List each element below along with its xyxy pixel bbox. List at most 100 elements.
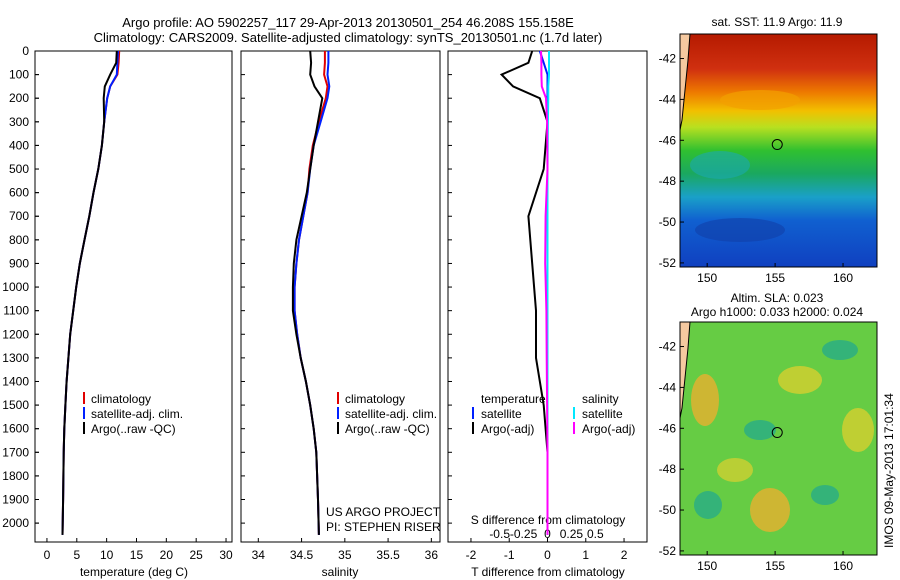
- x-tick-label: 1: [582, 548, 589, 562]
- series-line-t-argo-adj-: [499, 50, 549, 535]
- map-x-tick-label: 150: [697, 559, 717, 573]
- x-tick-label: 20: [160, 548, 174, 562]
- difference-s-axis: -0.5 -0.25 0 0.25 0.5: [489, 527, 604, 541]
- depth-tick-label: 1000: [2, 280, 29, 294]
- t-difference-axis-label: T difference from climatology: [471, 565, 625, 579]
- sla-map-axes: 150 155 160 -42 -44 -46 -48 -50 -52: [659, 340, 854, 573]
- depth-tick-label: 1800: [2, 469, 29, 483]
- salinity-series: [291, 50, 331, 535]
- sla-high-patch: [778, 366, 822, 394]
- map-y-tick-label: -44: [659, 380, 677, 394]
- series-line-argo-raw-qc-: [291, 50, 324, 535]
- x-tick-label: 15: [130, 548, 144, 562]
- legend-label-satellite: satellite-adj. clim.: [91, 407, 183, 421]
- temperature-plot-frame: [34, 50, 233, 543]
- map-y-tick-label: -46: [659, 133, 677, 147]
- sst-cold-patch: [695, 218, 785, 242]
- legend-title-temperature: temperature: [481, 392, 546, 406]
- x-tick-label: 25: [190, 548, 204, 562]
- s-x-tick-label: 0.25: [560, 527, 584, 541]
- sla-high-patch: [842, 408, 874, 452]
- map-y-tick-label: -48: [659, 462, 677, 476]
- depth-tick-label: 800: [9, 233, 29, 247]
- map-x-tick-label: 160: [833, 559, 853, 573]
- figure-title-line1: Argo profile: AO 5902257_117 29-Apr-2013…: [122, 15, 574, 30]
- map-x-tick-label: 155: [765, 271, 785, 285]
- depth-tick-label: 400: [9, 138, 29, 152]
- legend-label-climatology: climatology: [91, 392, 151, 406]
- depth-tick-label: 100: [9, 68, 29, 82]
- sst-map: [680, 34, 877, 267]
- figure-title-line2: Climatology: CARS2009. Satellite-adjuste…: [94, 30, 603, 45]
- map-y-tick-label: -46: [659, 421, 677, 435]
- sst-cool-patch: [690, 151, 750, 179]
- map-x-tick-label: 160: [833, 271, 853, 285]
- s-x-tick-label: 0.5: [587, 527, 604, 541]
- salinity-x-axis: 34 34.5 35 35.5 36: [241, 50, 439, 562]
- sla-map-title-line1: Altim. SLA: 0.023: [731, 291, 824, 305]
- series-line-satellite-adj-clim-: [293, 51, 331, 535]
- depth-tick-label: 1100: [3, 304, 29, 318]
- sla-coastline: [680, 322, 691, 419]
- sla-high-patch: [691, 374, 719, 426]
- legend-label-climatology: climatology: [345, 392, 405, 406]
- sla-low-patch: [811, 485, 839, 505]
- sst-argo-location-marker: [771, 139, 783, 151]
- legend-title-salinity: salinity: [582, 392, 619, 406]
- difference-series: [499, 50, 550, 535]
- temperature-legend: climatology satellite-adj. clim. Argo(..…: [83, 392, 183, 436]
- series-line-argo-raw-qc-: [61, 50, 118, 535]
- sla-high-patch: [750, 488, 790, 532]
- map-y-tick-label: -42: [659, 52, 677, 66]
- sla-argo-location-marker: [771, 427, 783, 439]
- sla-map: [680, 322, 877, 555]
- x-tick-label: 35.5: [376, 548, 400, 562]
- x-tick-label: 10: [100, 548, 114, 562]
- legend-label-t-argo: Argo(-adj): [481, 422, 534, 436]
- salinity-axis-label: salinity: [322, 565, 359, 579]
- series-line-climatology: [293, 51, 329, 535]
- series-line-satellite-adj-clim-: [61, 50, 119, 535]
- x-tick-label: -1: [504, 548, 515, 562]
- x-tick-label: -2: [466, 548, 477, 562]
- depth-tick-label: 900: [9, 256, 29, 270]
- legend-label-argo: Argo(..raw -QC): [345, 422, 430, 436]
- sla-map-frame: [679, 321, 878, 556]
- x-tick-label: 0: [44, 548, 51, 562]
- map-y-tick-label: -50: [659, 503, 677, 517]
- sst-coastline: [680, 34, 691, 131]
- temperature-axis-label: temperature (deg C): [80, 565, 188, 579]
- depth-tick-label: 300: [9, 115, 29, 129]
- principal-investigator: PI: STEPHEN RISER: [326, 520, 441, 534]
- x-tick-label: 2: [621, 548, 628, 562]
- sla-high-patch: [717, 458, 753, 482]
- depth-tick-label: 1700: [2, 445, 29, 459]
- legend-label-s-satellite: satellite: [582, 407, 623, 421]
- project-name: US ARGO PROJECT: [326, 505, 441, 519]
- depth-tick-label: 1200: [2, 327, 29, 341]
- depth-tick-label: 200: [9, 91, 29, 105]
- x-tick-label: 30: [219, 548, 233, 562]
- depth-tick-label: 2000: [2, 516, 29, 530]
- sla-map-title-line2: Argo h1000: 0.033 h2000: 0.024: [691, 305, 863, 319]
- x-tick-label: 34: [252, 548, 266, 562]
- depth-tick-label: 0: [22, 44, 29, 58]
- map-y-tick-label: -48: [659, 174, 677, 188]
- depth-tick-label: 1900: [2, 493, 29, 507]
- depth-tick-label: 1600: [2, 422, 29, 436]
- map-y-tick-label: -42: [659, 340, 677, 354]
- legend-label-argo: Argo(..raw -QC): [91, 422, 176, 436]
- salinity-plot-frame: [240, 50, 441, 543]
- map-y-tick-label: -52: [659, 544, 677, 558]
- sla-low-patch: [694, 491, 722, 519]
- depth-tick-label: 1500: [2, 398, 29, 412]
- sst-map-axes: 150 155 160 -42 -44 -46 -48 -50 -52: [659, 52, 854, 285]
- legend-label-t-satellite: satellite: [481, 407, 522, 421]
- depth-tick-label: 1300: [2, 351, 29, 365]
- sla-low-patch: [744, 420, 776, 440]
- map-y-tick-label: -44: [659, 92, 677, 106]
- depth-tick-label: 1400: [2, 374, 29, 388]
- x-tick-label: 36: [425, 548, 439, 562]
- sla-low-patch: [822, 340, 858, 360]
